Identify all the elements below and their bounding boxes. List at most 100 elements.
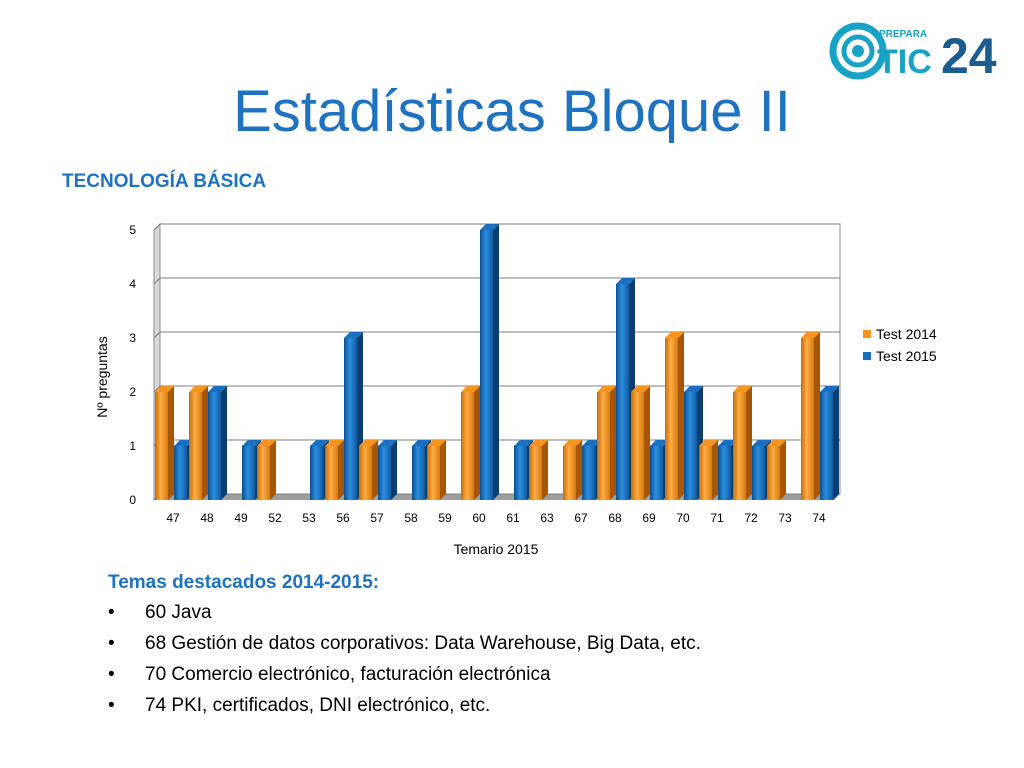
bar-side	[474, 386, 480, 500]
legend-label: Test 2014	[876, 326, 937, 342]
x-tick-label: 48	[200, 511, 214, 525]
topic-item: • 74 PKI, certificados, DNI electrónico, …	[108, 695, 701, 726]
bar-top	[820, 386, 839, 392]
topic-text: 74 PKI, certificados, DNI electrónico, e…	[145, 695, 491, 716]
x-tick-label: 67	[574, 511, 588, 525]
bar-top	[718, 440, 737, 446]
bullet-icon: •	[108, 633, 115, 654]
bar-front	[412, 446, 425, 500]
legend-item: Test 2014	[863, 326, 937, 342]
bar	[189, 386, 208, 500]
bar-front	[752, 446, 765, 500]
bar-top	[480, 224, 499, 230]
bar-top	[189, 386, 208, 392]
bar-front	[257, 446, 270, 500]
bar-top	[514, 440, 533, 446]
x-tick-label: 52	[268, 511, 282, 525]
bar-front	[189, 392, 202, 500]
bar-top	[427, 440, 446, 446]
bar-front	[344, 338, 357, 500]
bar-side	[391, 440, 397, 500]
bar	[767, 440, 786, 500]
bar	[529, 440, 548, 500]
bar	[427, 440, 446, 500]
bar-top	[616, 278, 635, 284]
bar-front	[563, 446, 576, 500]
x-tick-label: 61	[506, 511, 520, 525]
bar-side	[678, 332, 684, 500]
logo-number-text: 24	[941, 28, 997, 82]
y-axis-label: Nº preguntas	[94, 336, 110, 417]
bar-front	[820, 392, 833, 500]
bar	[665, 332, 684, 500]
bar-top	[597, 386, 616, 392]
bar	[820, 386, 839, 500]
bar-top	[529, 440, 548, 446]
x-tick-label: 69	[642, 511, 656, 525]
bullet-icon: •	[108, 602, 115, 623]
bar	[733, 386, 752, 500]
bar-side	[168, 386, 174, 500]
x-tick-label: 57	[370, 511, 384, 525]
bar-side	[746, 386, 752, 500]
bar-top	[155, 386, 174, 392]
y-tick-label: 2	[129, 385, 136, 399]
legend-item: Test 2015	[863, 348, 937, 364]
topic-text: 68 Gestión de datos corporativos: Data W…	[145, 633, 701, 654]
bar	[563, 440, 582, 500]
bar-side	[833, 386, 839, 500]
topic-text: 60 Java	[145, 602, 212, 623]
bar-side	[610, 386, 616, 500]
bars	[155, 224, 839, 500]
bar-top	[563, 440, 582, 446]
bar-side	[221, 386, 227, 500]
bullet-icon: •	[108, 695, 115, 716]
bar-front	[378, 446, 391, 500]
bar-top	[174, 440, 193, 446]
bar-top	[582, 440, 601, 446]
bar-top	[359, 440, 378, 446]
x-tick-label: 47	[166, 511, 180, 525]
x-tick-label: 60	[472, 511, 486, 525]
bar-top	[801, 332, 820, 338]
bar-top	[242, 440, 261, 446]
bar	[597, 386, 616, 500]
x-tick-label: 73	[778, 511, 792, 525]
topic-item: • 68 Gestión de datos corporativos: Data …	[108, 633, 701, 664]
bar-front	[359, 446, 372, 500]
bar-top	[684, 386, 703, 392]
bar-top	[461, 386, 480, 392]
bar-side	[576, 440, 582, 500]
bar-front	[733, 392, 746, 500]
logo-small-text: PREPARA	[879, 29, 927, 40]
bar-side	[644, 386, 650, 500]
bar-side	[202, 386, 208, 500]
bar-front	[582, 446, 595, 500]
x-tick-labels: 47 48 49 52 53 56 57 58 59 60 61 63 67 68 69 70 71 72 73 74	[166, 511, 826, 525]
topics-list: • 60 Java • 68 Gestión de datos corporativ…	[108, 602, 701, 726]
bar-top	[752, 440, 771, 446]
x-tick-label: 68	[608, 511, 622, 525]
x-axis-label: Temario 2015	[454, 541, 539, 557]
bar	[631, 386, 650, 500]
bar-side	[440, 440, 446, 500]
y-tick-label: 5	[129, 223, 136, 237]
slide-title: Estadísticas Bloque II	[233, 79, 791, 144]
bar	[325, 440, 344, 500]
bar-front	[801, 338, 814, 500]
x-tick-label: 53	[302, 511, 316, 525]
logo-brand-text: TIC	[877, 43, 932, 81]
bar-top	[733, 386, 752, 392]
y-tick-label: 3	[129, 331, 136, 345]
bar-top	[208, 386, 227, 392]
bar-front	[480, 230, 493, 500]
highlighted-topics-heading: Temas destacados 2014-2015:	[108, 572, 380, 593]
slide-subtitle: TECNOLOGÍA BÁSICA	[62, 171, 267, 192]
bar	[257, 440, 276, 500]
bar-side	[814, 332, 820, 500]
bar-side	[338, 440, 344, 500]
legend-label: Test 2015	[876, 348, 937, 364]
bar-front	[616, 284, 629, 500]
bar-front	[631, 392, 644, 500]
gridline-diagonal	[153, 277, 161, 285]
